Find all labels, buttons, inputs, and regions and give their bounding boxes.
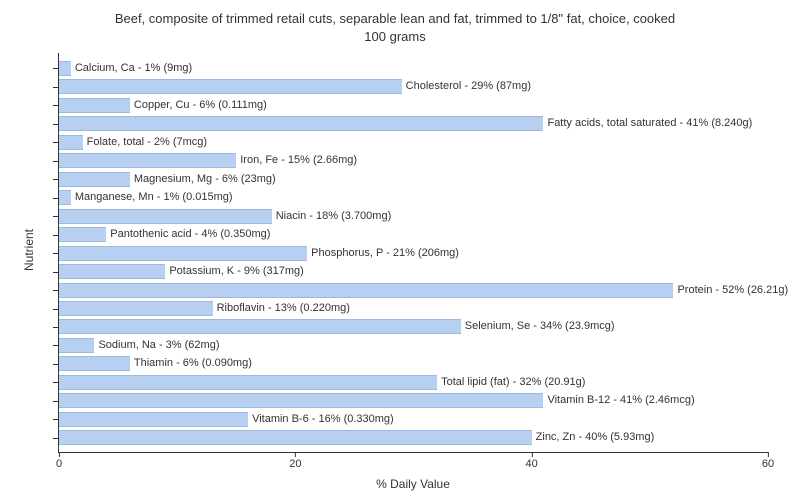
bar [59, 319, 461, 334]
bar [59, 172, 130, 187]
y-tick [53, 345, 58, 346]
title-line-2: 100 grams [364, 29, 425, 44]
bar-label: Magnesium, Mg - 6% (23mg) [134, 172, 276, 187]
bar [59, 338, 94, 353]
y-tick [53, 179, 58, 180]
y-tick [53, 401, 58, 402]
bar-label: Manganese, Mn - 1% (0.015mg) [75, 190, 233, 205]
x-axis-label: % Daily Value [58, 477, 768, 491]
bar-label: Iron, Fe - 15% (2.66mg) [240, 153, 357, 168]
bar-label: Cholesterol - 29% (87mg) [406, 79, 531, 94]
bar [59, 153, 236, 168]
y-tick [53, 216, 58, 217]
bar-label: Zinc, Zn - 40% (5.93mg) [536, 430, 655, 445]
bar [59, 98, 130, 113]
bar [59, 190, 71, 205]
bar [59, 135, 83, 150]
y-tick [53, 438, 58, 439]
bar-label: Phosphorus, P - 21% (206mg) [311, 246, 459, 261]
bar-label: Riboflavin - 13% (0.220mg) [217, 301, 350, 316]
bar-label: Copper, Cu - 6% (0.111mg) [134, 98, 267, 113]
y-tick [53, 327, 58, 328]
bar-label: Pantothenic acid - 4% (0.350mg) [110, 227, 270, 242]
bar [59, 283, 673, 298]
y-tick [53, 253, 58, 254]
y-tick [53, 272, 58, 273]
y-tick [53, 142, 58, 143]
bar [59, 375, 437, 390]
y-tick [53, 364, 58, 365]
bar [59, 79, 402, 94]
bar [59, 61, 71, 76]
bar-label: Sodium, Na - 3% (62mg) [98, 338, 219, 353]
bar [59, 301, 213, 316]
bar [59, 227, 106, 242]
bar-label: Vitamin B-6 - 16% (0.330mg) [252, 412, 394, 427]
bar [59, 116, 543, 131]
bar-label: Total lipid (fat) - 32% (20.91g) [441, 375, 585, 390]
x-tick: 40 [526, 458, 538, 470]
bar-label: Niacin - 18% (3.700mg) [276, 209, 392, 224]
y-tick [53, 87, 58, 88]
y-tick [53, 290, 58, 291]
y-tick [53, 68, 58, 69]
nutrient-chart: Beef, composite of trimmed retail cuts, … [0, 0, 800, 500]
bar-label: Protein - 52% (26.21g) [677, 283, 788, 298]
y-tick [53, 198, 58, 199]
bar-label: Vitamin B-12 - 41% (2.46mcg) [547, 393, 694, 408]
y-tick [53, 419, 58, 420]
bar-label: Folate, total - 2% (7mcg) [87, 135, 207, 150]
x-tick: 0 [56, 458, 62, 470]
bar-label: Fatty acids, total saturated - 41% (8.24… [547, 116, 752, 131]
y-tick [53, 161, 58, 162]
bar [59, 393, 543, 408]
x-tick: 20 [289, 458, 301, 470]
bar-label: Thiamin - 6% (0.090mg) [134, 356, 252, 371]
plot-area: Calcium, Ca - 1% (9mg) Cholesterol - 29% … [58, 53, 768, 453]
y-tick [53, 235, 58, 236]
bar [59, 412, 248, 427]
y-tick [53, 309, 58, 310]
bar [59, 209, 272, 224]
bar [59, 246, 307, 261]
title-line-1: Beef, composite of trimmed retail cuts, … [115, 11, 675, 26]
y-axis-label: Nutrient [22, 229, 36, 271]
y-tick [53, 105, 58, 106]
y-tick [53, 382, 58, 383]
bar [59, 356, 130, 371]
bar [59, 264, 165, 279]
bar-label: Potassium, K - 9% (317mg) [169, 264, 304, 279]
bar [59, 430, 532, 445]
chart-title: Beef, composite of trimmed retail cuts, … [10, 10, 780, 45]
x-tick: 60 [762, 458, 774, 470]
bar-label: Selenium, Se - 34% (23.9mcg) [465, 319, 615, 334]
bar-label: Calcium, Ca - 1% (9mg) [75, 61, 192, 76]
y-tick [53, 124, 58, 125]
